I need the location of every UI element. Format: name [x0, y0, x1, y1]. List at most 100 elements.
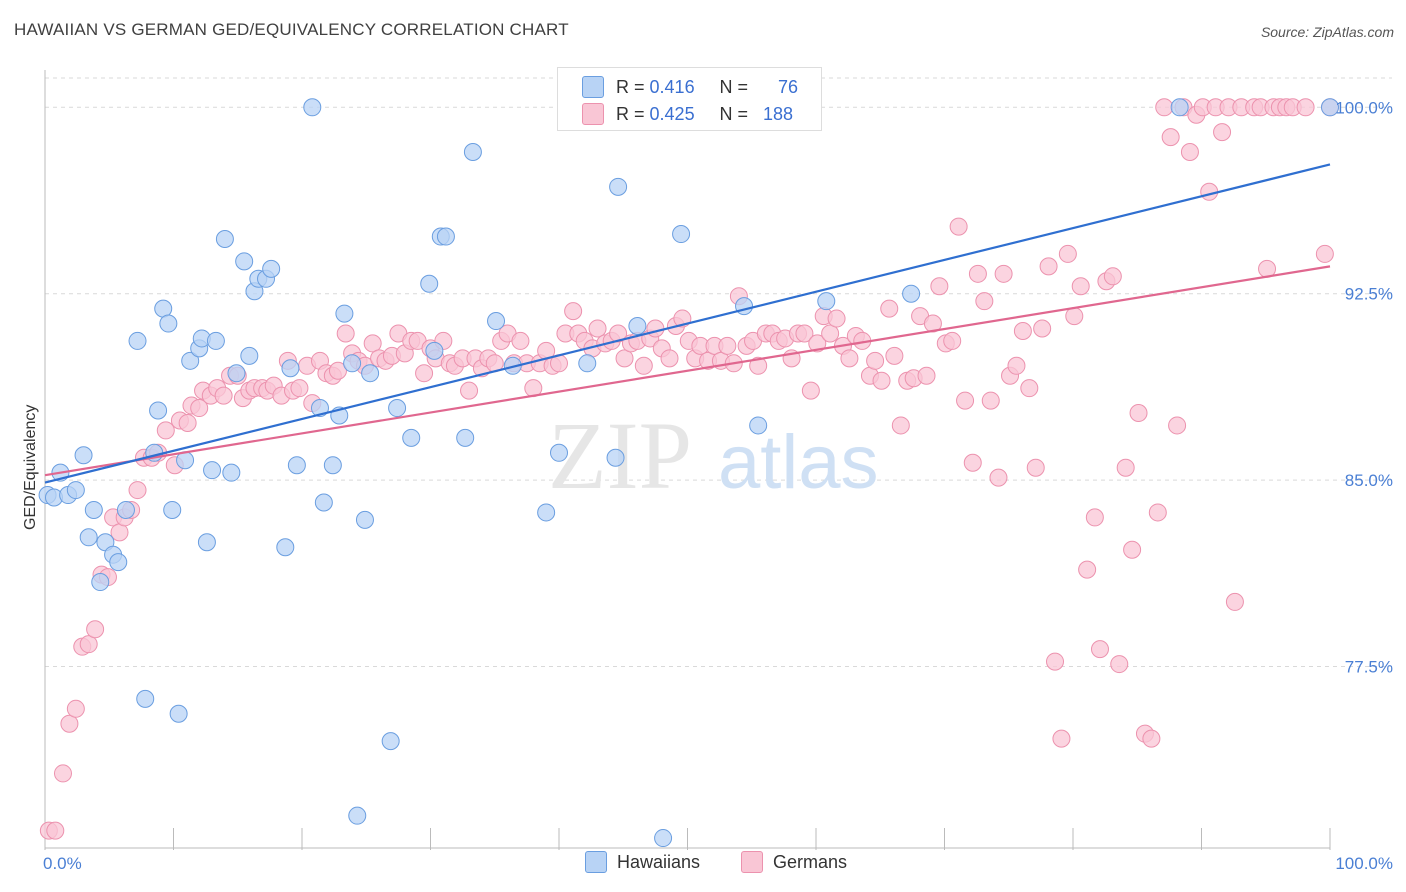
legend-item-hawaiians[interactable]: Hawaiians — [585, 851, 700, 873]
hawaiian-point — [281, 359, 300, 378]
hawaiian-point — [79, 528, 98, 547]
hawaiian-point — [128, 331, 147, 350]
german-point — [1180, 143, 1199, 162]
german-point — [1103, 267, 1122, 286]
german-point — [943, 331, 962, 350]
hawaiian-point — [749, 416, 768, 435]
german-point — [634, 356, 653, 375]
german-point — [968, 264, 987, 283]
german-point — [290, 379, 309, 398]
hawaiian-point — [902, 284, 921, 303]
german-point — [415, 364, 434, 383]
hawaiians-r-label: R = — [616, 76, 645, 97]
germans-r-value: 0.425 — [649, 103, 695, 124]
gridlines — [45, 77, 1392, 668]
hawaiian-point — [181, 351, 200, 370]
hawaiian-point — [348, 806, 367, 825]
german-point — [190, 399, 209, 418]
chart-source: Source: ZipAtlas.com — [1260, 24, 1394, 40]
trendlines — [44, 163, 1331, 484]
legend-label-hawaiians: Hawaiians — [617, 851, 701, 872]
hawaiian-point — [355, 510, 374, 529]
y-tick-label: 77.5% — [1345, 658, 1393, 677]
german-point — [827, 309, 846, 328]
hawaiian-trendline — [44, 163, 1331, 484]
german-point — [821, 324, 840, 343]
hawaiians-n-label: N = — [719, 76, 749, 97]
hawaiian-point — [149, 401, 168, 420]
german-point — [975, 292, 994, 311]
germans-swatch — [582, 103, 604, 125]
german-point — [1148, 503, 1167, 522]
german-trendline — [44, 265, 1331, 477]
hawaiian-point — [262, 259, 281, 278]
german-point — [66, 699, 85, 718]
german-point — [840, 349, 859, 368]
german-point — [956, 391, 975, 410]
hawaiian-point — [276, 538, 295, 557]
german-point — [808, 334, 827, 353]
german-point — [1039, 257, 1058, 276]
watermark-atlas: atlas — [718, 420, 879, 505]
y-tick-labels: 77.5% 85.0% 92.5% 100.0% — [1335, 98, 1393, 676]
german-point — [1116, 458, 1135, 477]
hawaiian-point — [578, 354, 597, 373]
german-point — [1020, 379, 1039, 398]
hawaiian-point — [303, 98, 322, 117]
german-point — [156, 421, 175, 440]
german-point — [930, 277, 949, 296]
legend-item-germans[interactable]: Germans — [741, 851, 847, 873]
hawaiian-point — [154, 299, 173, 318]
hawaiian-point — [84, 500, 103, 519]
y-tick-label: 100.0% — [1335, 98, 1393, 117]
hawaiian-point — [116, 500, 135, 519]
german-point — [795, 324, 814, 343]
german-point — [801, 381, 820, 400]
german-point — [963, 453, 982, 472]
german-point — [989, 468, 1008, 487]
hawaiians-n-value: 76 — [778, 76, 799, 97]
chart-title: HAWAIIAN VS GERMAN GED/EQUIVALENCY CORRE… — [14, 20, 569, 39]
hawaiian-point — [402, 428, 421, 447]
german-point — [564, 302, 583, 321]
german-point — [336, 324, 355, 343]
hawaiian-point — [227, 364, 246, 383]
german-point — [1168, 416, 1187, 435]
german-point — [328, 361, 347, 380]
german-point — [718, 336, 737, 355]
german-point — [511, 331, 530, 350]
german-point — [588, 319, 607, 338]
german-point — [994, 264, 1013, 283]
german-point — [1296, 98, 1315, 117]
german-point — [1007, 356, 1026, 375]
hawaiian-point — [314, 493, 333, 512]
german-point — [1071, 277, 1090, 296]
stats-row-hawaiians: R = 0.416 N = 76 — [582, 74, 798, 100]
german-point — [866, 351, 885, 370]
hawaiian-point — [817, 292, 836, 311]
german-point — [1110, 655, 1129, 674]
hawaiian-point — [343, 354, 362, 373]
german-point — [880, 299, 899, 318]
german-point — [214, 386, 233, 405]
hawaiian-point — [420, 274, 439, 293]
german-point — [1225, 592, 1244, 611]
hawaiian-point — [606, 448, 625, 467]
bottom-legend: Hawaiians Germans — [0, 851, 1406, 877]
hawaiian-point — [537, 503, 556, 522]
stats-legend: R = 0.416 N = 76 R = 0.425 N = 188 — [557, 67, 822, 131]
hawaiian-point — [323, 456, 342, 475]
hawaiian-point — [109, 553, 128, 572]
german-point — [1315, 244, 1334, 263]
german-point — [609, 324, 628, 343]
german-point — [53, 764, 72, 783]
x-tick-label: 100.0% — [1335, 854, 1393, 873]
hawaiian-point — [388, 399, 407, 418]
legend-swatch-germans — [741, 851, 763, 873]
german-point — [46, 821, 65, 840]
hawaiian-point — [169, 704, 188, 723]
hawaiians-swatch — [582, 76, 604, 98]
hawaiian-point — [1321, 98, 1339, 117]
germans-n-label: N = — [719, 103, 749, 124]
german-point — [178, 413, 197, 432]
